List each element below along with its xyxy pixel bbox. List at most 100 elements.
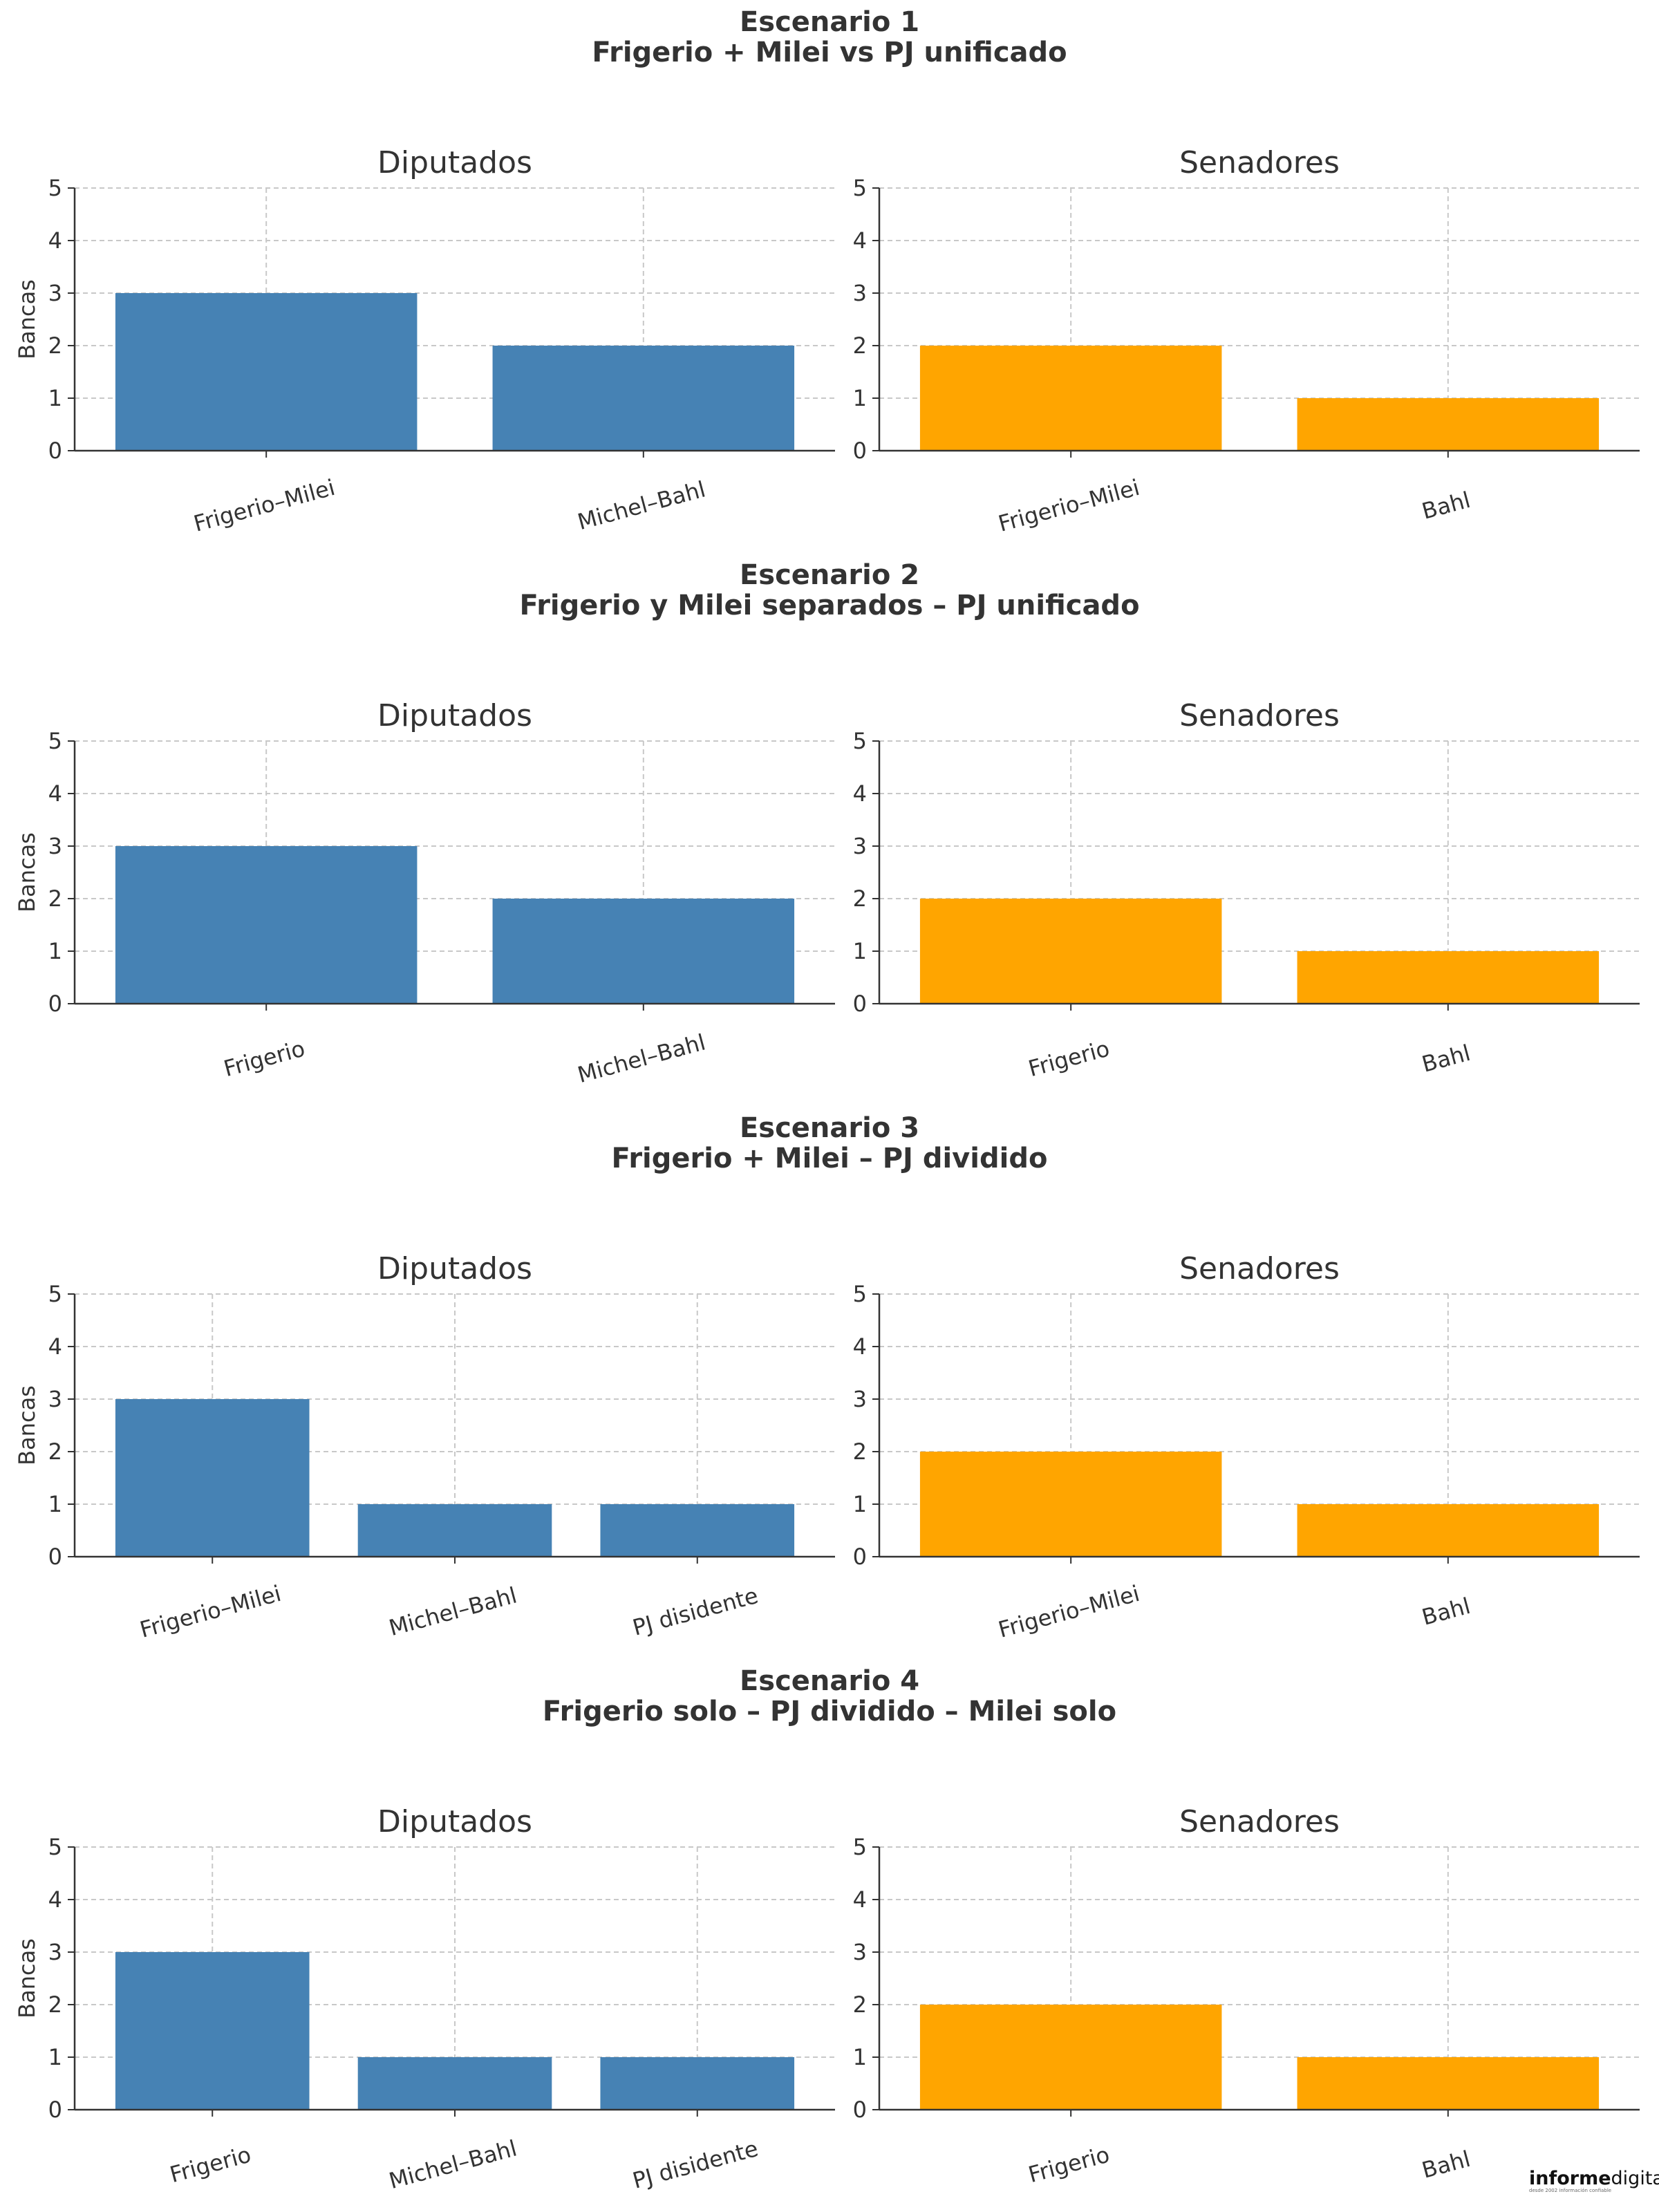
y-tick-label: 0 — [48, 1544, 62, 1570]
panel-title: Diputados — [377, 1804, 532, 1839]
y-tick-label: 5 — [853, 175, 867, 201]
y-tick-label: 2 — [853, 885, 867, 912]
panel-title: Senadores — [1179, 1804, 1340, 1839]
panel-title: Diputados — [377, 1251, 532, 1286]
y-tick-label: 5 — [853, 1281, 867, 1307]
y-tick-label: 3 — [48, 833, 62, 859]
y-tick-label: 2 — [853, 1438, 867, 1465]
y-tick-label: 0 — [48, 991, 62, 1017]
y-tick-label: 2 — [48, 1991, 62, 2018]
scenario-3-heading: Escenario 3 Frigerio + Milei – PJ dividi… — [0, 1113, 1659, 1174]
y-tick-label: 1 — [48, 938, 62, 964]
y-tick-label: 3 — [853, 1386, 867, 1412]
y-tick-label: 5 — [48, 175, 62, 201]
bar-bahl — [1297, 1504, 1600, 1557]
x-tick-label: Michel–Bahl — [386, 1582, 520, 1641]
y-tick-label: 4 — [48, 1333, 62, 1360]
x-tick-label: Frigerio–Milei — [995, 474, 1142, 537]
bar-michel-bahl — [492, 346, 795, 451]
x-tick-label: Bahl — [1419, 1040, 1473, 1078]
x-tick-label: Bahl — [1419, 487, 1473, 525]
y-tick-label: 1 — [48, 1491, 62, 1517]
x-tick-label: Frigerio — [167, 2141, 254, 2188]
y-tick-label: 0 — [853, 2097, 867, 2123]
y-tick-label: 4 — [48, 780, 62, 807]
chart-escenario-4-diputados: Diputados 0 1 2 3 4 5 Frigerio Michel–Bahl PJ dis… — [14, 1804, 835, 2194]
y-tick-label: 3 — [48, 1939, 62, 1965]
panel-title: Senadores — [1179, 698, 1340, 733]
y-tick-label: 1 — [853, 385, 867, 411]
chart-escenario-3-diputados: Diputados 0 1 2 3 4 5 Frigerio–Milei Michel–Bahl… — [14, 1251, 835, 1643]
scenario-3-number: Escenario 3 — [739, 1112, 920, 1144]
y-tick-label: 1 — [48, 385, 62, 411]
y-axis-label: Bancas — [14, 1938, 40, 2018]
panel-title: Senadores — [1179, 1251, 1340, 1286]
bar-frigerio-milei — [115, 1399, 310, 1557]
bar-bahl — [1297, 2057, 1600, 2110]
scenario-2-number: Escenario 2 — [739, 559, 920, 591]
chart-escenario-3-senadores: Senadores 0 1 2 3 4 5 Frigerio–Milei Bahl — [853, 1251, 1640, 1643]
y-tick-label: 2 — [853, 1991, 867, 2018]
y-tick-label: 3 — [853, 833, 867, 859]
scenario-1-heading: Escenario 1 Frigerio + Milei vs PJ unifi… — [0, 7, 1659, 68]
scenario-4-number: Escenario 4 — [739, 1665, 920, 1697]
y-tick-label: 2 — [48, 1438, 62, 1465]
logo-light-text: digital — [1611, 2168, 1659, 2189]
x-tick-label: Frigerio — [221, 1035, 308, 1082]
y-tick-label: 3 — [853, 280, 867, 306]
panel-title: Diputados — [377, 145, 532, 180]
y-tick-label: 3 — [48, 280, 62, 306]
y-tick-label: 4 — [48, 1886, 62, 1913]
x-tick-label: PJ disidente — [630, 1582, 761, 1641]
x-tick-label: Michel–Bahl — [386, 2135, 520, 2194]
bar-michel-bahl — [492, 899, 795, 1004]
y-tick-label: 1 — [853, 938, 867, 964]
bar-michel-bahl — [357, 2057, 552, 2110]
logo-bold-text: informe — [1529, 2168, 1611, 2189]
chart-escenario-2-senadores: Senadores 0 1 2 3 4 5 Frigerio Bahl — [853, 698, 1640, 1082]
scenario-2-heading: Escenario 2 Frigerio y Milei separados –… — [0, 560, 1659, 621]
y-tick-label: 4 — [853, 780, 867, 807]
y-tick-label: 5 — [853, 728, 867, 754]
scenario-1-description: Frigerio + Milei vs PJ unificado — [592, 37, 1067, 68]
y-axis-label: Bancas — [14, 279, 40, 359]
bar-frigerio — [115, 1952, 310, 2110]
x-tick-label: PJ disidente — [630, 2135, 761, 2194]
y-tick-label: 4 — [853, 1886, 867, 1913]
scenario-4-description: Frigerio solo – PJ dividido – Milei solo — [542, 1696, 1117, 1727]
bar-frigerio — [115, 846, 418, 1004]
bar-frigerio — [919, 899, 1222, 1004]
bar-frigerio-milei — [919, 346, 1222, 451]
y-tick-label: 3 — [853, 1939, 867, 1965]
y-axis-label: Bancas — [14, 1385, 40, 1465]
bar-frigerio-milei — [115, 293, 418, 451]
y-tick-label: 4 — [853, 227, 867, 254]
panel-title: Diputados — [377, 698, 532, 733]
y-tick-label: 3 — [48, 1386, 62, 1412]
y-tick-label: 0 — [48, 438, 62, 464]
y-tick-label: 5 — [48, 728, 62, 754]
x-tick-label: Bahl — [1419, 2146, 1473, 2184]
bar-pj-disidente — [600, 2057, 795, 2110]
logo-tagline: desde 2002 información confiable — [1529, 2188, 1612, 2193]
chart-escenario-4-senadores: Senadores 0 1 2 3 4 5 Frigerio Bahl — [853, 1804, 1640, 2188]
x-tick-label: Bahl — [1419, 1593, 1473, 1631]
y-tick-label: 5 — [853, 1834, 867, 1860]
bar-frigerio-milei — [919, 1452, 1222, 1557]
y-tick-label: 1 — [853, 1491, 867, 1517]
y-tick-label: 0 — [853, 991, 867, 1017]
x-tick-label: Frigerio — [1026, 2141, 1113, 2188]
y-tick-label: 2 — [48, 332, 62, 359]
y-tick-label: 0 — [853, 438, 867, 464]
bar-frigerio — [919, 2005, 1222, 2110]
bar-pj-disidente — [600, 1504, 795, 1557]
panel-title: Senadores — [1179, 145, 1340, 180]
y-tick-label: 2 — [48, 885, 62, 912]
x-tick-label: Frigerio–Milei — [191, 474, 337, 537]
chart-escenario-2-diputados: Diputados 0 1 2 3 4 5 Frigerio Michel–Bahl Bancas — [14, 698, 835, 1088]
scenario-1-number: Escenario 1 — [739, 6, 920, 38]
x-tick-label: Michel–Bahl — [574, 476, 708, 535]
y-tick-label: 5 — [48, 1834, 62, 1860]
y-tick-label: 1 — [48, 2044, 62, 2070]
chart-escenario-1-diputados: Diputados 0 1 2 3 4 5 Frigerio–Milei Michel–Bahl… — [14, 145, 835, 537]
